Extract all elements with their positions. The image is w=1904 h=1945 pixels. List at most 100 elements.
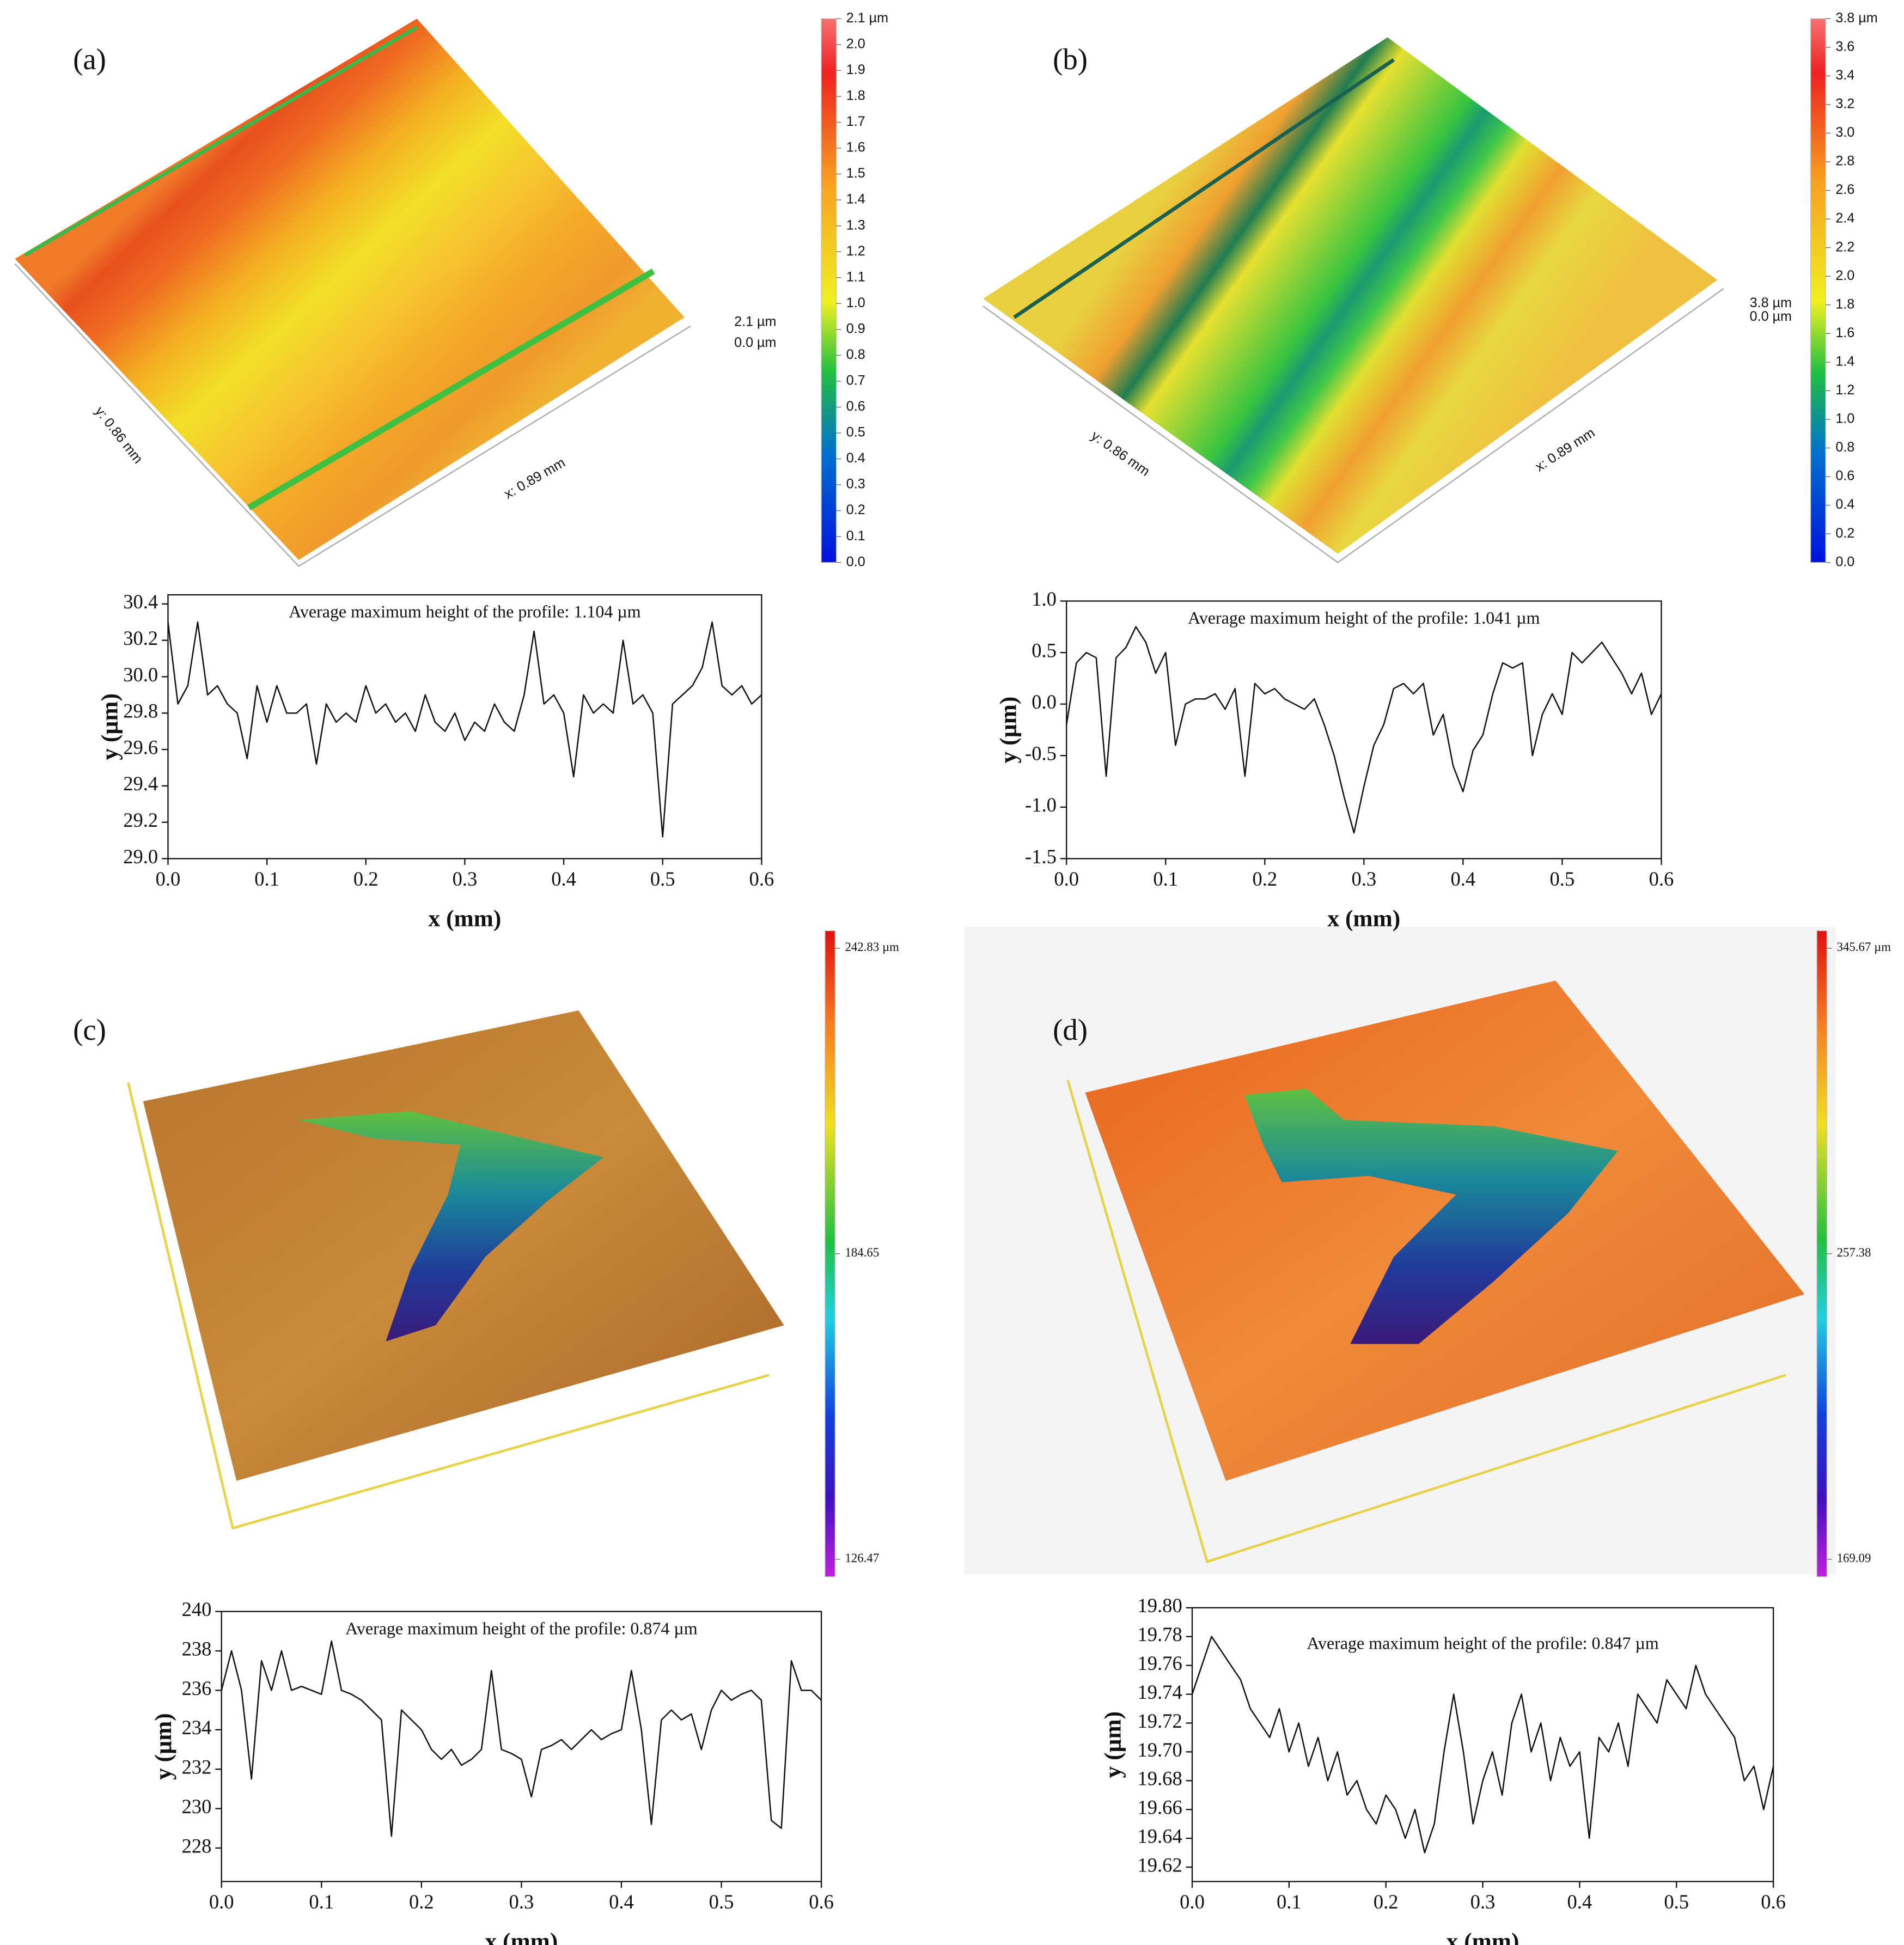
colorbar-tick-label: 0.2 [846, 502, 865, 517]
colorbar-tick-label: 1.5 [846, 166, 865, 181]
colorbar-tick-label: 1.9 [846, 62, 865, 77]
surface-map [15, 19, 685, 560]
x-tick-label: 0.1 [1277, 1891, 1302, 1913]
colorbar-tick-label: 3.2 [1835, 96, 1854, 112]
colorbar-tick-label: 0.3 [846, 477, 865, 492]
x-tick-label: 0.4 [1567, 1891, 1592, 1913]
x-tick-label: 0.4 [551, 868, 576, 890]
y-tick-label: 29.2 [123, 809, 158, 831]
y-tick-label: 30.2 [123, 627, 158, 649]
surface-pit [298, 1111, 604, 1342]
y-tick-label: -1.5 [1025, 845, 1057, 868]
y-tick-label: 29.0 [123, 845, 158, 868]
annotation: Average maximum height of the profile: 0… [345, 1619, 698, 1638]
y-axis-label: y (µm) [97, 693, 123, 760]
surface-axis-label: 3.8 µm [1750, 295, 1792, 310]
x-tick-label: 0.3 [509, 1891, 534, 1913]
x-tick-label: 0.1 [254, 868, 279, 890]
x-tick-label: 0.5 [709, 1891, 734, 1913]
colorbar-tick-label: 0.6 [846, 399, 865, 414]
y-tick-label: 19.78 [1137, 1623, 1182, 1645]
colorbar-tick-label: 1.4 [1835, 353, 1854, 369]
colorbar-tick-label: 1.8 [1835, 296, 1854, 312]
x-tick-label: 0.6 [1761, 1891, 1786, 1913]
y-tick-label: 236 [182, 1677, 212, 1699]
surface-axis-label: 0.0 µm [1750, 309, 1792, 324]
colorbar-tick-label: 0.9 [846, 321, 865, 336]
y-tick-label: 19.64 [1137, 1825, 1182, 1848]
x-tick-label: 0.6 [809, 1891, 834, 1913]
x-axis-label: x (mm) [485, 1929, 558, 1945]
colorbar-tick-label: 242.83 µm [845, 940, 899, 954]
colorbar-tick-label: 2.4 [1835, 211, 1854, 226]
surface-axis-label: y: 0.86 mm [1088, 428, 1152, 479]
x-tick-label: 0.2 [1252, 868, 1277, 890]
y-tick-label: 19.76 [1137, 1652, 1182, 1674]
y-tick-label: 0.0 [1032, 691, 1057, 713]
y-tick-label: 238 [182, 1637, 212, 1660]
surface-axis-label: 2.1 µm [734, 314, 776, 329]
colorbar-tick-label: 126.47 [845, 1551, 879, 1565]
x-tick-label: 0.5 [1550, 868, 1575, 890]
y-tick-label: 30.0 [123, 663, 158, 686]
y-tick-label: -1.0 [1025, 794, 1057, 816]
colorbar [821, 18, 837, 563]
colorbar-tick-label: 1.0 [846, 295, 865, 310]
x-tick-label: 0.1 [309, 1891, 334, 1913]
colorbar-tick-label: 0.7 [846, 373, 865, 388]
colorbar-tick-label: 1.7 [846, 114, 865, 129]
colorbar-tick-label: 3.4 [1835, 68, 1854, 83]
y-tick-label: 29.4 [123, 772, 158, 795]
x-tick-label: 0.2 [1374, 1891, 1399, 1913]
x-tick-label: 0.6 [749, 868, 774, 890]
x-tick-label: 0.0 [156, 868, 181, 890]
colorbar [825, 930, 835, 1577]
y-tick-label: -0.5 [1025, 742, 1057, 765]
x-tick-label: 0.5 [650, 868, 675, 890]
plot-frame [221, 1611, 822, 1882]
x-tick-label: 0.3 [1470, 1891, 1496, 1913]
surface-frame [127, 1082, 770, 1530]
x-tick-label: 0.0 [209, 1891, 234, 1913]
annotation: Average maximum height of the profile: 0… [1307, 1634, 1659, 1653]
colorbar-tick-label: 2.0 [1835, 268, 1854, 283]
colorbar-tick-label: 1.3 [846, 217, 865, 233]
colorbar-tick-label: 0.2 [1835, 526, 1854, 541]
colorbar-tick-label: 0.0 [1835, 554, 1854, 569]
colorbar-tick-label: 184.65 [845, 1246, 879, 1259]
annotation: Average maximum height of the profile: 1… [289, 602, 641, 621]
surface-band [1013, 58, 1395, 319]
y-tick-label: 232 [182, 1756, 212, 1778]
colorbar [1816, 930, 1827, 1577]
colorbar-tick-label: 1.8 [846, 88, 865, 103]
y-tick-label: 19.62 [1137, 1853, 1182, 1876]
profile-line [1065, 626, 1662, 834]
colorbar-tick-label: 1.6 [846, 140, 865, 155]
plot-frame [1066, 600, 1662, 859]
colorbar-tick-label: 1.4 [846, 192, 865, 207]
panel-label: (b) [1053, 42, 1088, 76]
colorbar-tick-label: 2.6 [1835, 182, 1854, 197]
y-tick-label: 30.4 [123, 590, 158, 613]
colorbar-tick-label: 1.2 [846, 243, 865, 259]
colorbar-tick-label: 0.6 [1835, 468, 1854, 484]
panel-label: (a) [73, 42, 106, 76]
y-tick-label: 19.74 [1137, 1681, 1182, 1703]
x-tick-label: 0.4 [1451, 868, 1476, 890]
surface-axis-label: x: 0.89 mm [1533, 425, 1597, 474]
x-tick-label: 0.1 [1153, 868, 1178, 890]
x-tick-label: 0.3 [1351, 868, 1376, 890]
surface-map [983, 37, 1718, 554]
colorbar-tick-label: 0.5 [846, 425, 865, 440]
colorbar-tick-label: 169.09 [1837, 1551, 1871, 1565]
colorbar-tick-label: 1.1 [846, 269, 865, 284]
surface-pit [1244, 1089, 1618, 1344]
x-tick-label: 0.2 [409, 1891, 434, 1913]
x-tick-label: 0.0 [1054, 868, 1079, 890]
y-tick-label: 19.70 [1137, 1739, 1182, 1761]
annotation: Average maximum height of the profile: 1… [1188, 608, 1540, 627]
colorbar-tick-label: 0.8 [846, 347, 865, 362]
surface-frame [982, 288, 1724, 564]
panel-label: (c) [73, 1013, 106, 1046]
colorbar-tick-label: 0.4 [846, 450, 865, 466]
